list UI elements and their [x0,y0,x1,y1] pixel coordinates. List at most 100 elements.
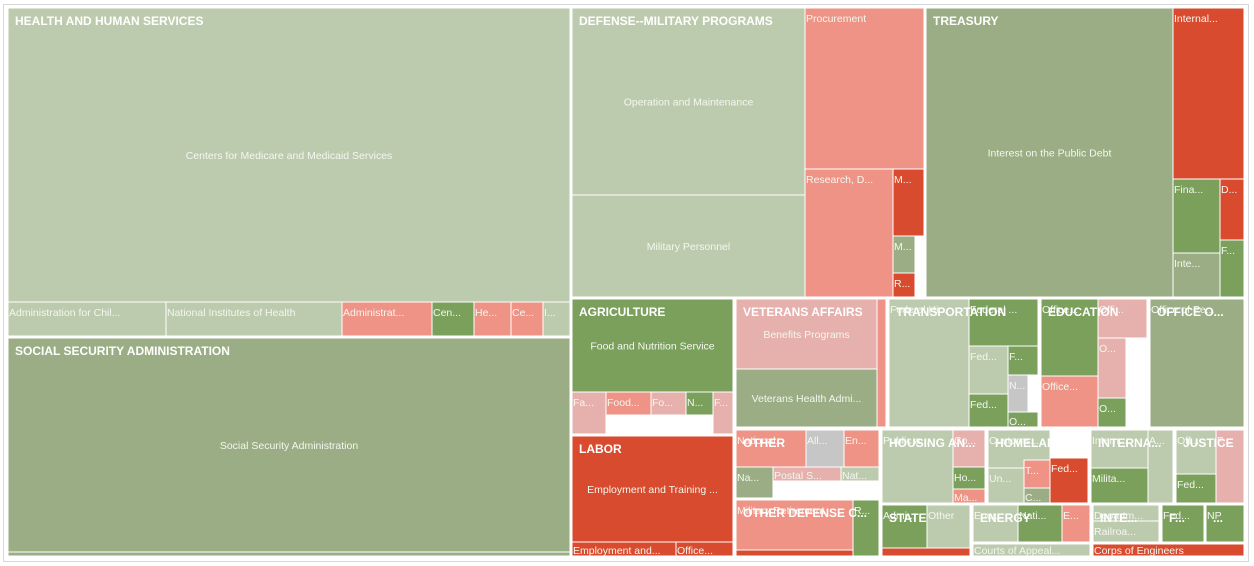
group-other-defense-civil-programs[interactable]: Military Retirement R...OTHER DEFENSE C..… [735,499,880,557]
cell-rect[interactable] [925,7,1174,298]
cell-rect[interactable] [1092,543,1245,557]
cell-rect[interactable] [1149,298,1245,428]
treemap-cell[interactable]: Postal S... [772,466,842,482]
treemap-cell[interactable]: N... [1007,374,1029,413]
treemap-cell[interactable]: Railroa... [1092,520,1160,543]
cell-rect[interactable] [876,298,887,428]
cell-rect[interactable] [1061,504,1091,543]
treemap-cell[interactable]: N... [685,391,714,416]
treemap-cell[interactable]: NP [1205,504,1245,543]
cell-rect[interactable] [804,168,894,298]
cell-rect[interactable] [804,7,925,170]
treemap-cell[interactable]: Internal... [1172,7,1245,180]
treemap-cell[interactable]: Corps of Engineers [1092,543,1245,557]
cell-rect[interactable] [1049,457,1089,504]
treemap-cell[interactable]: O... [1097,337,1127,399]
treemap-cell[interactable]: A... [1147,429,1174,504]
group-agriculture[interactable]: Food and Nutrition Service Fa... Food... Fo… [571,298,734,435]
cell-rect[interactable] [571,298,734,393]
treemap-cell[interactable]: Departm... [1092,504,1160,522]
treemap-cell[interactable]: Food and Nutrition Service [571,298,734,393]
treemap-cell[interactable]: F... [712,391,734,435]
treemap-cell[interactable]: Ma... [952,488,986,504]
treemap-cell[interactable]: F... [1215,429,1245,504]
cell-rect[interactable] [888,298,970,428]
treemap-cell[interactable]: Office... [675,541,734,557]
treemap-cell[interactable]: Nat... [840,466,880,482]
group-[interactable]: NP... [1205,504,1245,543]
cell-rect[interactable] [1017,504,1063,543]
cell-rect[interactable] [1219,178,1245,241]
cell-rect[interactable] [952,429,986,468]
treemap-cell[interactable]: F... [1219,239,1245,298]
treemap-cell[interactable]: E... [1061,504,1091,543]
cell-rect[interactable] [881,547,971,557]
treemap-cell[interactable]: Admi... [881,504,928,549]
group-health-and-human-services[interactable]: Centers for Medicare and Medicaid Servic… [7,7,571,337]
cell-rect[interactable] [165,301,343,337]
treemap-cell[interactable]: Office of Pe... [1149,298,1245,428]
cell-rect[interactable] [843,429,880,468]
cell-rect[interactable] [1175,473,1217,504]
treemap-cell[interactable]: Federal ... [968,298,1039,347]
cell-rect[interactable] [735,298,878,370]
cell-rect[interactable] [431,301,475,337]
treemap-cell[interactable]: R... [892,272,916,298]
treemap-cell[interactable]: Military Personnel [571,194,806,298]
group-treasury[interactable]: Interest on the Public Debt Internal... Fi… [925,7,1245,298]
cell-rect[interactable] [968,298,1039,347]
group-education[interactable]: Office... Office... Offi... O... O... EDUCATI… [1040,298,1148,428]
treemap-cell[interactable]: Other [926,504,971,549]
cell-rect[interactable] [1097,397,1127,428]
group-office-of-personnel-management[interactable]: Office of Pe...OFFICE O... [1149,298,1245,428]
treemap-cell[interactable]: All... [805,429,845,468]
group-veterans-affairs[interactable]: Benefits Programs Veterans Health Admi...… [735,298,887,428]
treemap-cell[interactable]: Operation and Maintenance [571,7,806,196]
treemap-cell[interactable]: Fa... [571,391,607,435]
treemap-cell[interactable]: He... [473,301,512,337]
cell-rect[interactable] [675,541,734,557]
treemap-cell[interactable]: Social Security Administration [7,337,571,553]
treemap-cell[interactable]: En... [843,429,880,468]
treemap-cell[interactable]: National... [735,429,807,468]
cell-rect[interactable] [840,466,880,482]
cell-rect[interactable] [972,504,1019,543]
treemap-cell[interactable]: Un... [987,467,1025,504]
cell-rect[interactable] [892,168,925,237]
cell-rect[interactable] [341,301,433,337]
cell-rect[interactable] [735,549,854,557]
treemap-cell[interactable]: National Institutes of Health [165,301,343,337]
group-interior[interactable]: Departm... Railroa...INTE... [1092,504,1160,543]
treemap-cell[interactable]: R... [852,499,880,557]
treemap-cell[interactable]: Fed... [1049,457,1089,504]
group-defense-military-programs[interactable]: Operation and Maintenance Military Person… [571,7,925,298]
treemap-cell[interactable]: Fed... [968,345,1009,395]
treemap-cell[interactable]: Offi... [1097,298,1148,339]
treemap-cell[interactable]: Administrat... [341,301,433,337]
cell-rect[interactable] [735,466,774,499]
treemap-cell[interactable]: O... [1097,397,1127,428]
treemap-cell[interactable]: Cen... [431,301,475,337]
treemap-cell[interactable]: Nati... [1017,504,1063,543]
cell-rect[interactable] [735,368,878,428]
treemap-cell[interactable]: Intern... [1090,429,1149,469]
treemap-cell[interactable]: F... [1007,345,1039,376]
treemap-cell[interactable]: M... [892,168,925,237]
treemap-cell[interactable]: Ho... [952,466,986,490]
cell-rect[interactable] [571,194,806,298]
cell-rect[interactable] [881,429,954,504]
cell-rect[interactable] [1090,429,1149,469]
cell-rect[interactable] [1040,375,1099,428]
treemap-cell[interactable]: Milita... [1090,467,1149,504]
cell-rect[interactable] [735,429,807,468]
cell-rect[interactable] [1161,504,1205,543]
cell-rect[interactable] [1092,520,1160,543]
treemap-cell[interactable]: C... [1023,487,1051,504]
cell-rect[interactable] [972,543,1091,557]
group-justice[interactable]: Off... Fed... F...JUSTICE [1175,429,1245,504]
cell-rect[interactable] [510,301,544,337]
treemap-cell[interactable]: Procurement [804,7,925,170]
group-f[interactable]: Fed...F... [1161,504,1205,543]
cell-rect[interactable] [571,435,734,543]
group-social-security-administration[interactable]: Social Security Administration SOCIAL SEC… [7,337,571,557]
